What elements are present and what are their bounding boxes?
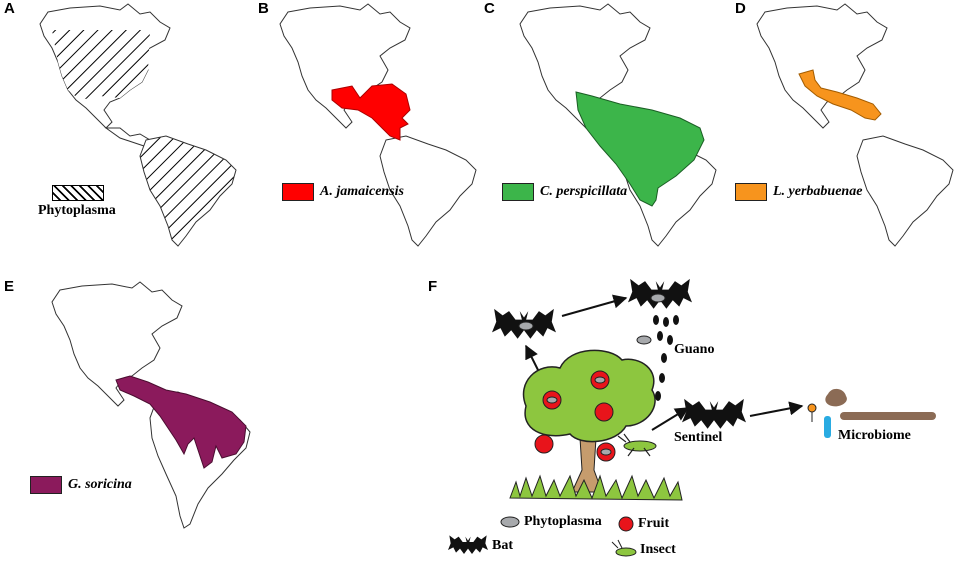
sentinel-label: Sentinel: [674, 430, 723, 445]
panel-a: A Phytoplasma: [0, 0, 240, 250]
key-bat-icon: [448, 535, 488, 554]
key-insect-icon: [611, 539, 637, 557]
key-fruit-icon: [618, 516, 634, 532]
fruit-icon: [534, 434, 554, 454]
panel-label-d: D: [735, 0, 746, 17]
panel-f: F: [420, 270, 957, 569]
panel-d: D L. yerbabuenae: [717, 0, 957, 250]
americas-map-e: [51, 281, 251, 529]
panel-b: B A. jamaicensis: [240, 0, 480, 250]
key-phytoplasma-label: Phytoplasma: [524, 514, 602, 529]
insect-icon: [617, 433, 657, 457]
panel-label-e: E: [4, 278, 15, 295]
tree-canopy: [522, 349, 656, 443]
panel-label-b: B: [258, 0, 269, 17]
key-bat-label: Bat: [492, 538, 513, 553]
range-g-soricina: [115, 375, 247, 469]
panel-label-f: F: [428, 278, 438, 295]
phytoplasma-icon: [650, 293, 666, 303]
bat-icon: [682, 398, 746, 429]
legend-a: Phytoplasma: [38, 185, 116, 219]
panel-label-c: C: [484, 0, 495, 17]
range-c-perspicillata: [575, 91, 705, 207]
fruit-icon: [542, 390, 562, 410]
americas-map-a: [39, 3, 237, 247]
arrow-tree-to-sentinel: [651, 407, 690, 431]
range-a-jamaicensis: [331, 83, 411, 141]
key-fruit-label: Fruit: [638, 516, 670, 531]
panel-label-a: A: [4, 0, 15, 17]
arrow-sentinel-to-microbiome: [749, 401, 804, 417]
guano-drops: [653, 315, 679, 401]
legend-swatch-b: [282, 183, 314, 201]
legend-label-e: G. soricina: [68, 477, 132, 492]
legend-label-b: A. jamaicensis: [320, 184, 405, 199]
legend-swatch-e: [30, 476, 62, 494]
guano-label: Guano: [674, 342, 715, 357]
phytoplasma-icon: [518, 321, 534, 331]
key-phytoplasma-icon: [500, 516, 520, 528]
legend-swatch-d: [735, 183, 767, 201]
phytoplasma-icon: [636, 335, 652, 345]
grass: [509, 474, 683, 501]
microbiome-icons: [807, 388, 936, 438]
americas-map-b: [279, 3, 477, 247]
fruit-icon: [596, 442, 616, 462]
fruit-icon: [590, 370, 610, 390]
legend-swatch-phytoplasma: [52, 185, 104, 201]
range-l-yerbabuenae: [798, 69, 882, 121]
legend-label-phytoplasma: Phytoplasma: [38, 203, 116, 218]
ecology-diagram: [448, 278, 936, 557]
arrow-bat-to-bat: [561, 294, 628, 317]
panel-c: C C. perspicillata: [480, 0, 720, 250]
legend-c: C. perspicillata: [502, 183, 627, 201]
legend-swatch-c: [502, 183, 534, 201]
microbiome-label: Microbiome: [838, 428, 911, 443]
panel-e: E G. soricina: [0, 278, 260, 543]
legend-b: A. jamaicensis: [282, 183, 404, 201]
legend-label-d: L. yerbabuenae: [773, 184, 863, 199]
key-insect-label: Insect: [640, 542, 676, 557]
americas-map-d: [756, 3, 954, 247]
legend-e: G. soricina: [30, 476, 132, 494]
americas-map-c: [519, 3, 717, 247]
legend-d: L. yerbabuenae: [735, 183, 862, 201]
legend-label-c: C. perspicillata: [540, 184, 628, 199]
fruit-icon: [594, 402, 614, 422]
